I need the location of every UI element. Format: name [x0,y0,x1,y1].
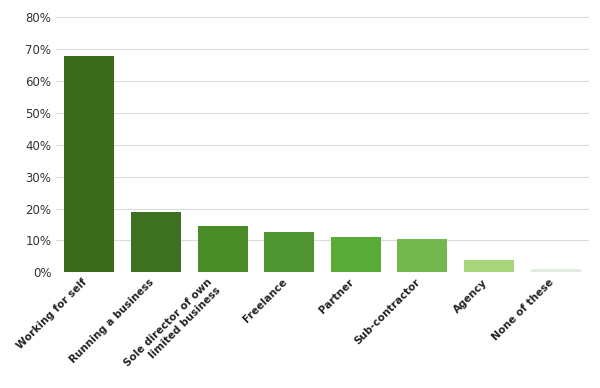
Bar [530,269,581,272]
Bar [131,212,181,272]
Bar [64,56,115,272]
Bar [331,237,381,272]
Bar [397,239,448,272]
Bar [464,260,514,272]
Bar [264,232,314,272]
Bar [197,226,248,272]
